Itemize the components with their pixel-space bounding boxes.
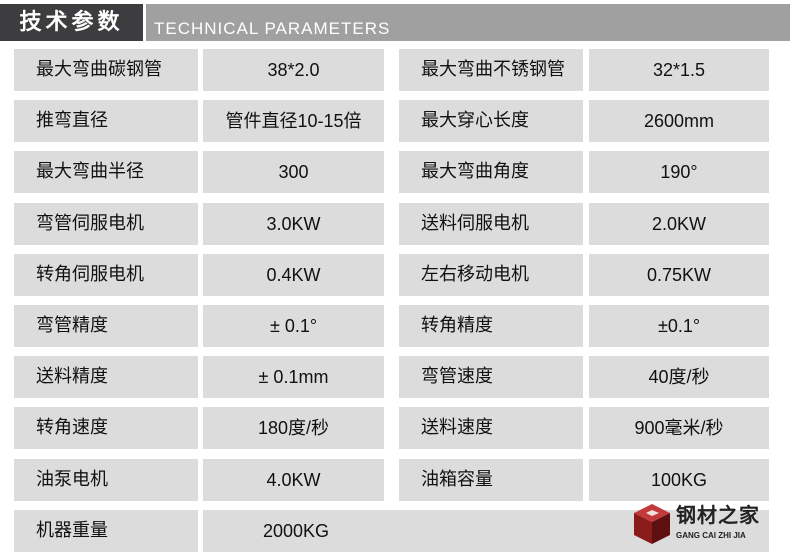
- param-value-cell: 管件直径10-15倍: [203, 100, 384, 143]
- param-label-cell: 送料速度: [399, 407, 583, 450]
- param-value: 40度/秒: [648, 367, 710, 388]
- param-value-cell: 0.75KW: [589, 253, 769, 296]
- param-value-cell: ±0.1°: [589, 305, 769, 347]
- param-value-cell: 2600mm: [589, 100, 769, 143]
- param-label-cell: 机器重量: [14, 509, 198, 552]
- logo-text-cn: 钢材之家: [676, 503, 760, 527]
- param-label: 转角速度: [36, 417, 108, 439]
- param-label-cell: 最大弯曲不锈钢管: [399, 49, 583, 91]
- param-label-cell: 最大弯曲角度: [399, 151, 583, 194]
- param-value-cell: 900毫米/秒: [589, 407, 769, 450]
- param-value-cell: 32*1.5: [589, 49, 769, 91]
- param-value-cell: 2.0KW: [589, 202, 769, 245]
- param-label: 最大穿心长度: [421, 110, 529, 132]
- param-label-cell: 转角速度: [14, 407, 198, 450]
- param-value: 190°: [660, 162, 698, 183]
- param-label-cell: 最大弯曲碳钢管: [14, 49, 198, 91]
- param-value: 32*1.5: [652, 60, 706, 80]
- param-label-cell: 左右移动电机: [399, 253, 583, 296]
- param-label-cell: 油泵电机: [14, 458, 198, 501]
- logo-text-en: GANG CAI ZHI JIA: [676, 531, 746, 540]
- param-value-cell: 2000KG: [203, 509, 769, 552]
- param-label-cell: 转角精度: [399, 305, 583, 347]
- param-label: 最大弯曲角度: [421, 161, 529, 183]
- logo: 钢材之家 GANG CAI ZHI JIA: [632, 502, 782, 546]
- param-label: 送料精度: [36, 366, 108, 388]
- param-label-cell: 油箱容量: [399, 458, 583, 501]
- header-title-cn: 技术参数: [0, 4, 143, 41]
- param-value: 100KG: [650, 469, 708, 490]
- param-value: ± 0.1°: [269, 316, 318, 336]
- param-value: 2.0KW: [651, 213, 707, 234]
- param-value-cell: 40度/秒: [589, 356, 769, 399]
- param-label: 推弯直径: [36, 110, 108, 132]
- param-label-cell: 弯管速度: [399, 356, 583, 399]
- param-label: 送料速度: [421, 417, 493, 439]
- param-label: 最大弯曲碳钢管: [36, 59, 162, 80]
- param-value-cell: 100KG: [589, 458, 769, 501]
- param-value-cell: 180度/秒: [203, 407, 384, 450]
- param-value-cell: 0.4KW: [203, 253, 384, 296]
- param-value-cell: 4.0KW: [203, 458, 384, 501]
- param-label-cell: 转角伺服电机: [14, 253, 198, 296]
- header-title-en: TECHNICAL PARAMETERS: [154, 19, 391, 38]
- param-label: 油箱容量: [421, 468, 493, 490]
- param-label: 左右移动电机: [421, 263, 529, 285]
- param-value: 2600mm: [643, 111, 715, 132]
- param-label-cell: 最大弯曲半径: [14, 151, 198, 194]
- param-label: 转角精度: [421, 315, 493, 336]
- param-label: 机器重量: [36, 519, 108, 541]
- param-value: 180度/秒: [257, 418, 330, 439]
- param-value: 0.75KW: [646, 264, 712, 285]
- param-label: 弯管伺服电机: [36, 212, 144, 234]
- param-value: 38*2.0: [267, 60, 320, 80]
- param-value: 3.0KW: [266, 213, 321, 234]
- param-label: 弯管速度: [421, 366, 493, 388]
- param-value-cell: 3.0KW: [203, 202, 384, 245]
- param-label: 送料伺服电机: [421, 212, 529, 234]
- param-label-cell: 推弯直径: [14, 100, 198, 143]
- logo-cube-icon: [634, 504, 670, 544]
- param-value-cell: ± 0.1mm: [203, 356, 384, 399]
- param-value-cell: 38*2.0: [203, 49, 384, 91]
- param-label-cell: 送料精度: [14, 356, 198, 399]
- param-value-cell: 190°: [589, 151, 769, 194]
- param-label: 最大弯曲半径: [36, 161, 144, 183]
- param-value: 4.0KW: [266, 469, 321, 490]
- param-label-cell: 送料伺服电机: [399, 202, 583, 245]
- param-value-cell: ± 0.1°: [203, 305, 384, 347]
- param-label: 转角伺服电机: [36, 263, 144, 285]
- param-value: 2000KG: [263, 520, 330, 541]
- header-title-en-bar: TECHNICAL PARAMETERS: [146, 4, 790, 41]
- param-label: 最大弯曲不锈钢管: [421, 59, 565, 80]
- param-value: 900毫米/秒: [634, 418, 724, 439]
- param-value: ±0.1°: [657, 316, 701, 336]
- param-label: 弯管精度: [36, 315, 108, 336]
- param-label: 油泵电机: [36, 468, 108, 490]
- param-value: 0.4KW: [266, 264, 321, 285]
- param-value: ± 0.1mm: [258, 367, 329, 388]
- param-value: 300: [278, 162, 309, 183]
- param-label-cell: 弯管伺服电机: [14, 202, 198, 245]
- param-label-cell: 最大穿心长度: [399, 100, 583, 143]
- param-value-cell: 300: [203, 151, 384, 194]
- param-value: 管件直径10-15倍: [225, 111, 362, 132]
- param-label-cell: 弯管精度: [14, 305, 198, 347]
